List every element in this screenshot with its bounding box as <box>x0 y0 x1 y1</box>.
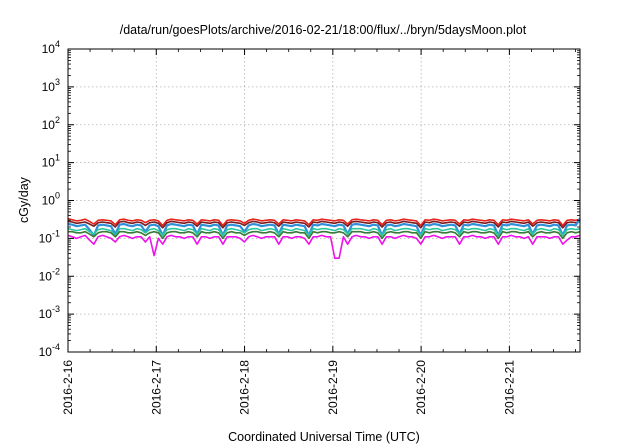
series-line-1 <box>67 217 581 227</box>
chart-title: /data/run/goesPlots/archive/2016-02-21/1… <box>120 23 527 37</box>
y-tick-label: 104 <box>42 39 60 56</box>
series-line-6 <box>67 234 581 260</box>
x-tick-label: 2016-2-21 <box>502 360 516 415</box>
x-axis-label: Coordinated Universal Time (UTC) <box>228 430 420 444</box>
y-tick-label: 10-3 <box>39 304 60 321</box>
series-line-3 <box>67 218 581 237</box>
x-tick-label: 2016-2-18 <box>238 360 252 415</box>
y-tick-label: 101 <box>42 153 60 170</box>
y-tick-label: 10-1 <box>39 228 60 245</box>
grid-lines <box>68 49 580 352</box>
y-tick-label: 102 <box>42 115 60 132</box>
x-axis-ticks: 2016-2-16 2016-2-17 2016-2-18 2016-2-19 2016… <box>61 49 576 415</box>
x-tick-label: 2016-2-20 <box>414 360 428 415</box>
y-tick-label: 103 <box>42 77 60 94</box>
y-axis-label: cGy/day <box>17 176 31 223</box>
series-lines <box>67 217 581 260</box>
y-tick-label: 100 <box>42 191 60 208</box>
series-line-5 <box>68 230 581 240</box>
y-tick-label: 10-2 <box>39 266 60 283</box>
series-line-2 <box>67 220 581 229</box>
series-line-4 <box>67 227 581 237</box>
x-tick-label: 2016-2-17 <box>149 360 163 415</box>
x-tick-label: 2016-2-19 <box>326 360 340 415</box>
x-tick-label: 2016-2-16 <box>61 360 75 415</box>
y-tick-label: 10-4 <box>39 342 60 359</box>
y-axis-ticks: 10-4 10-3 10-2 10-1 100 101 102 103 104 <box>39 39 580 359</box>
